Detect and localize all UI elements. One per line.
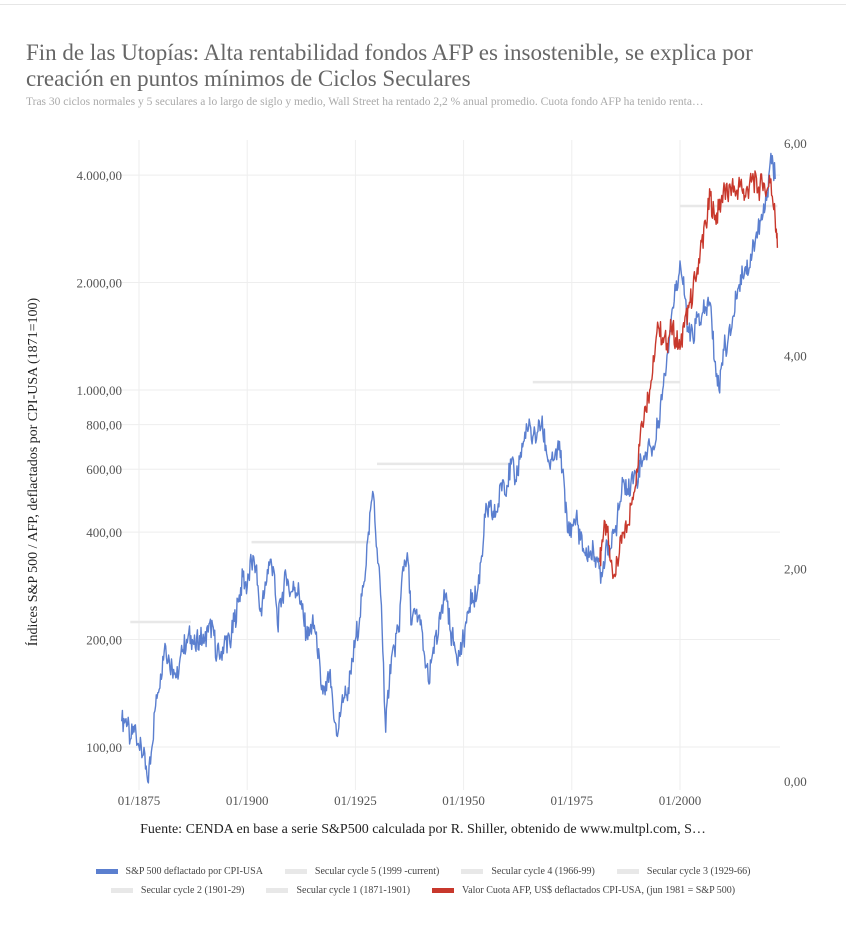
x-tick-label: 01/1975 [550,793,593,808]
legend-label: S&P 500 deflactado por CPI-USA [125,866,263,877]
y-tick-label: 1.000,00 [77,383,123,398]
y-tick-label: 800,00 [86,418,122,433]
sp500-line [121,152,776,784]
y-tick-label: 200,00 [86,633,122,648]
x-tick-label: 01/1950 [442,793,485,808]
legend-swatch [461,869,484,874]
legend-item[interactable]: Secular cycle 1 (1871-1901) [266,885,410,896]
x-tick-label: 01/1925 [334,793,377,808]
chart-title: Fin de las Utopías: Alta rentabilidad fo… [26,40,753,91]
legend-swatch [616,869,639,874]
legend-item[interactable]: S&P 500 deflactado por CPI-USA [95,866,263,877]
legend-label: Secular cycle 3 (1929-66) [646,866,751,877]
chart-subtitle: Tras 30 ciclos normales y 5 seculares a … [26,96,704,108]
legend-swatch [266,888,289,893]
y2-tick-label: 2,00 [784,561,807,576]
legend-swatch [432,888,455,893]
legend-swatch [110,888,133,893]
legend-label: Secular cycle 4 (1966-99) [491,866,595,877]
y-tick-label: 100,00 [86,740,122,755]
legend-row-1: S&P 500 deflactado por CPI-USA Secular cy… [0,866,846,877]
legend-item[interactable]: Secular cycle 5 (1999 -current) [284,866,440,877]
legend-label: Secular cycle 1 (1871-1901) [296,885,411,896]
legend-item[interactable]: Secular cycle 3 (1929-66) [616,866,751,877]
y-axis-label: Índices S&P 500 / AFP, deflactados por C… [26,297,41,647]
y2-tick-label: 6,00 [784,136,807,151]
legend-label: Secular cycle 5 (1999 -current) [314,866,440,877]
y2-tick-label: 4,00 [784,349,807,364]
afp-line [599,170,779,580]
legend-label: Valor Cuota AFP, US$ deflactados CPI-USA… [462,885,736,896]
legend-item[interactable]: Secular cycle 4 (1966-99) [461,866,595,877]
legend-swatch [284,869,307,874]
y-tick-label: 400,00 [86,525,122,540]
x-tick-label: 01/1900 [226,793,269,808]
legend-swatch [95,869,118,874]
chart-plot: 01/1875 01/1900 01/1925 01/1950 01/1975 01/20… [77,136,807,808]
y-tick-label: 4.000,00 [77,168,123,183]
legend-label: Secular cycle 2 (1901-29) [140,885,245,896]
x-tick-label: 01/2000 [659,793,702,808]
legend-item[interactable]: Valor Cuota AFP, US$ deflactados CPI-USA… [432,885,735,896]
y2-tick-label: 0,00 [784,774,807,789]
y-tick-label: 2.000,00 [77,276,123,291]
legend-row-2: Secular cycle 2 (1901-29) Secular cycle 1… [0,885,846,896]
y-tick-label: 600,00 [86,462,122,477]
top-divider [0,4,846,5]
x-tick-label: 01/1875 [118,793,161,808]
legend-item[interactable]: Secular cycle 2 (1901-29) [110,885,245,896]
source-note: Fuente: CENDA en base a serie S&P500 cal… [140,822,706,837]
